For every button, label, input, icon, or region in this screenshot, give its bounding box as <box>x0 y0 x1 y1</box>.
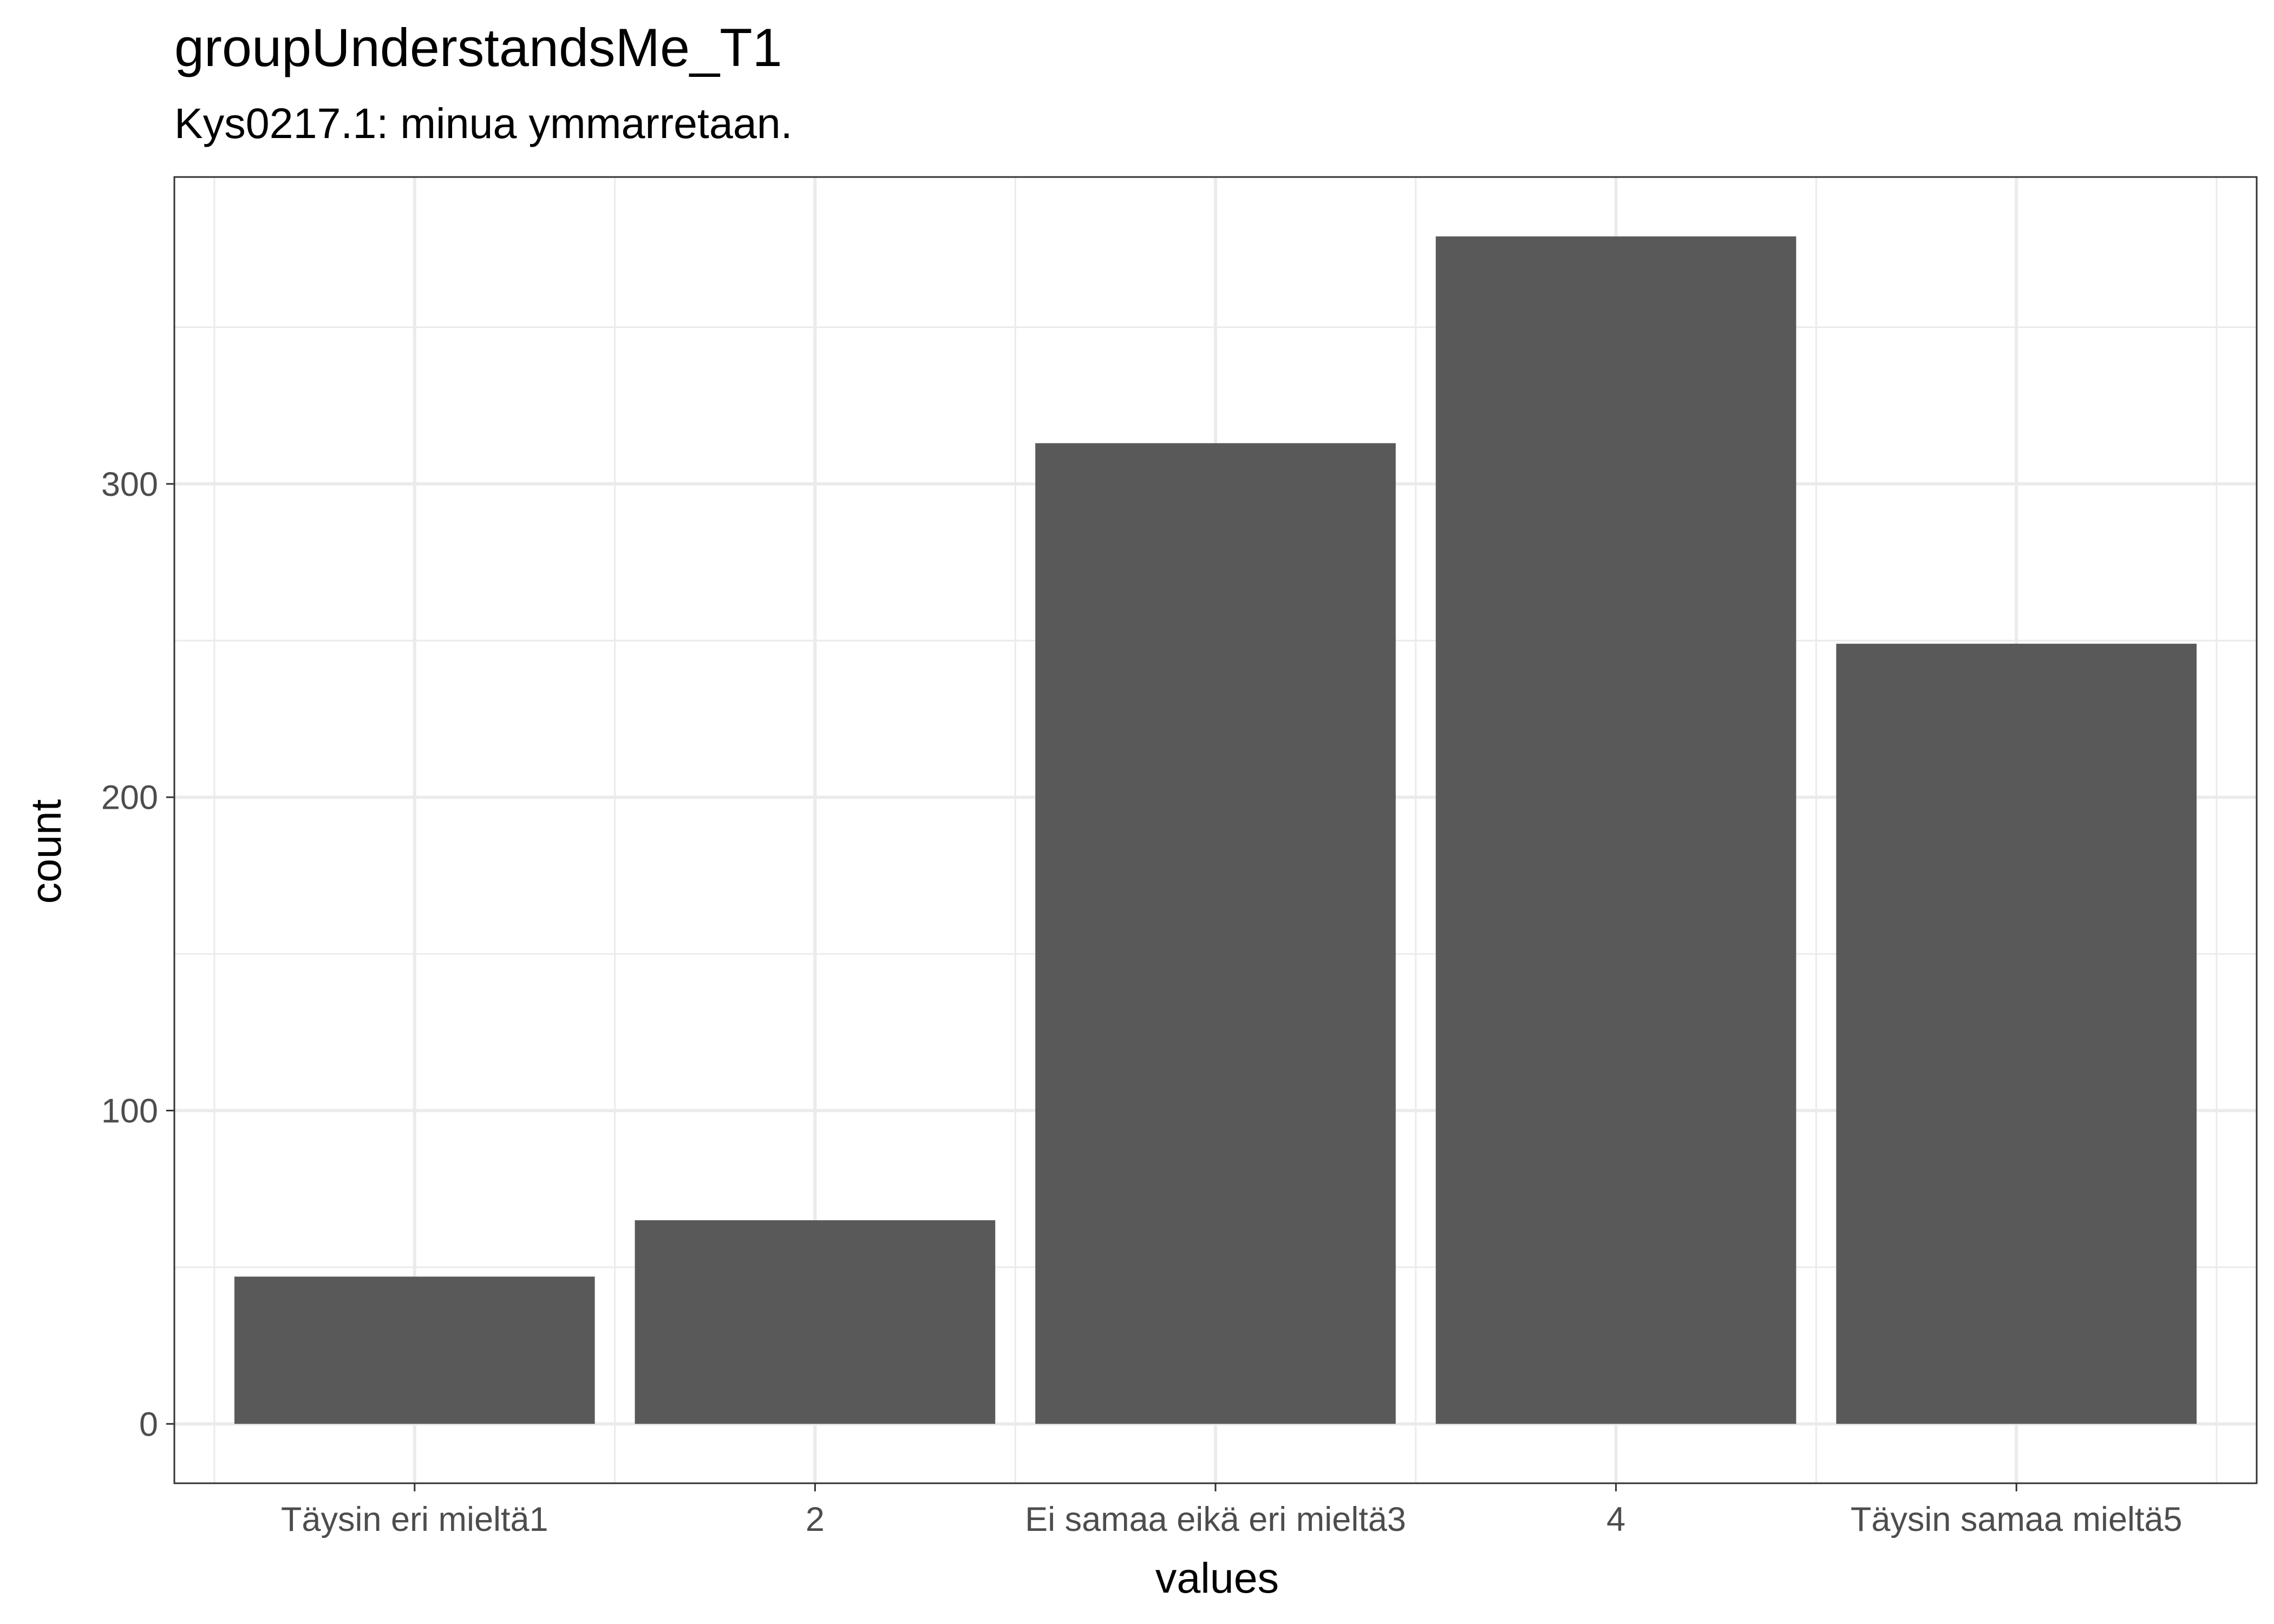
x-tick-label: 4 <box>1606 1501 1625 1538</box>
x-axis-title: values <box>1155 1554 1279 1602</box>
x-axis: Täysin eri mieltä1 2 Ei samaa eikä eri mie… <box>281 1483 2182 1538</box>
bar <box>234 1276 595 1424</box>
bar <box>635 1220 996 1424</box>
minor-gridlines-x <box>213 177 2218 1483</box>
bar <box>1035 443 1396 1424</box>
y-tick-label: 0 <box>139 1405 158 1443</box>
x-tick-label: 2 <box>806 1501 825 1538</box>
y-axis-title: count <box>22 799 70 903</box>
bar <box>1836 644 2197 1424</box>
chart-subtitle: Kys0217.1: minua ymmarretaan. <box>174 99 793 147</box>
bar <box>1435 236 1796 1424</box>
chart-title: groupUnderstandsMe_T1 <box>174 17 782 77</box>
x-tick-label: Täysin eri mieltä1 <box>281 1501 548 1538</box>
y-tick-label: 300 <box>101 466 158 503</box>
x-tick-label: Täysin samaa mieltä5 <box>1851 1501 2182 1538</box>
y-tick-label: 200 <box>101 779 158 817</box>
x-tick-label: Ei samaa eikä eri mieltä3 <box>1025 1501 1406 1538</box>
y-tick-label: 100 <box>101 1092 158 1130</box>
y-axis: 0 100 200 300 <box>101 466 174 1443</box>
bars <box>234 236 2197 1424</box>
